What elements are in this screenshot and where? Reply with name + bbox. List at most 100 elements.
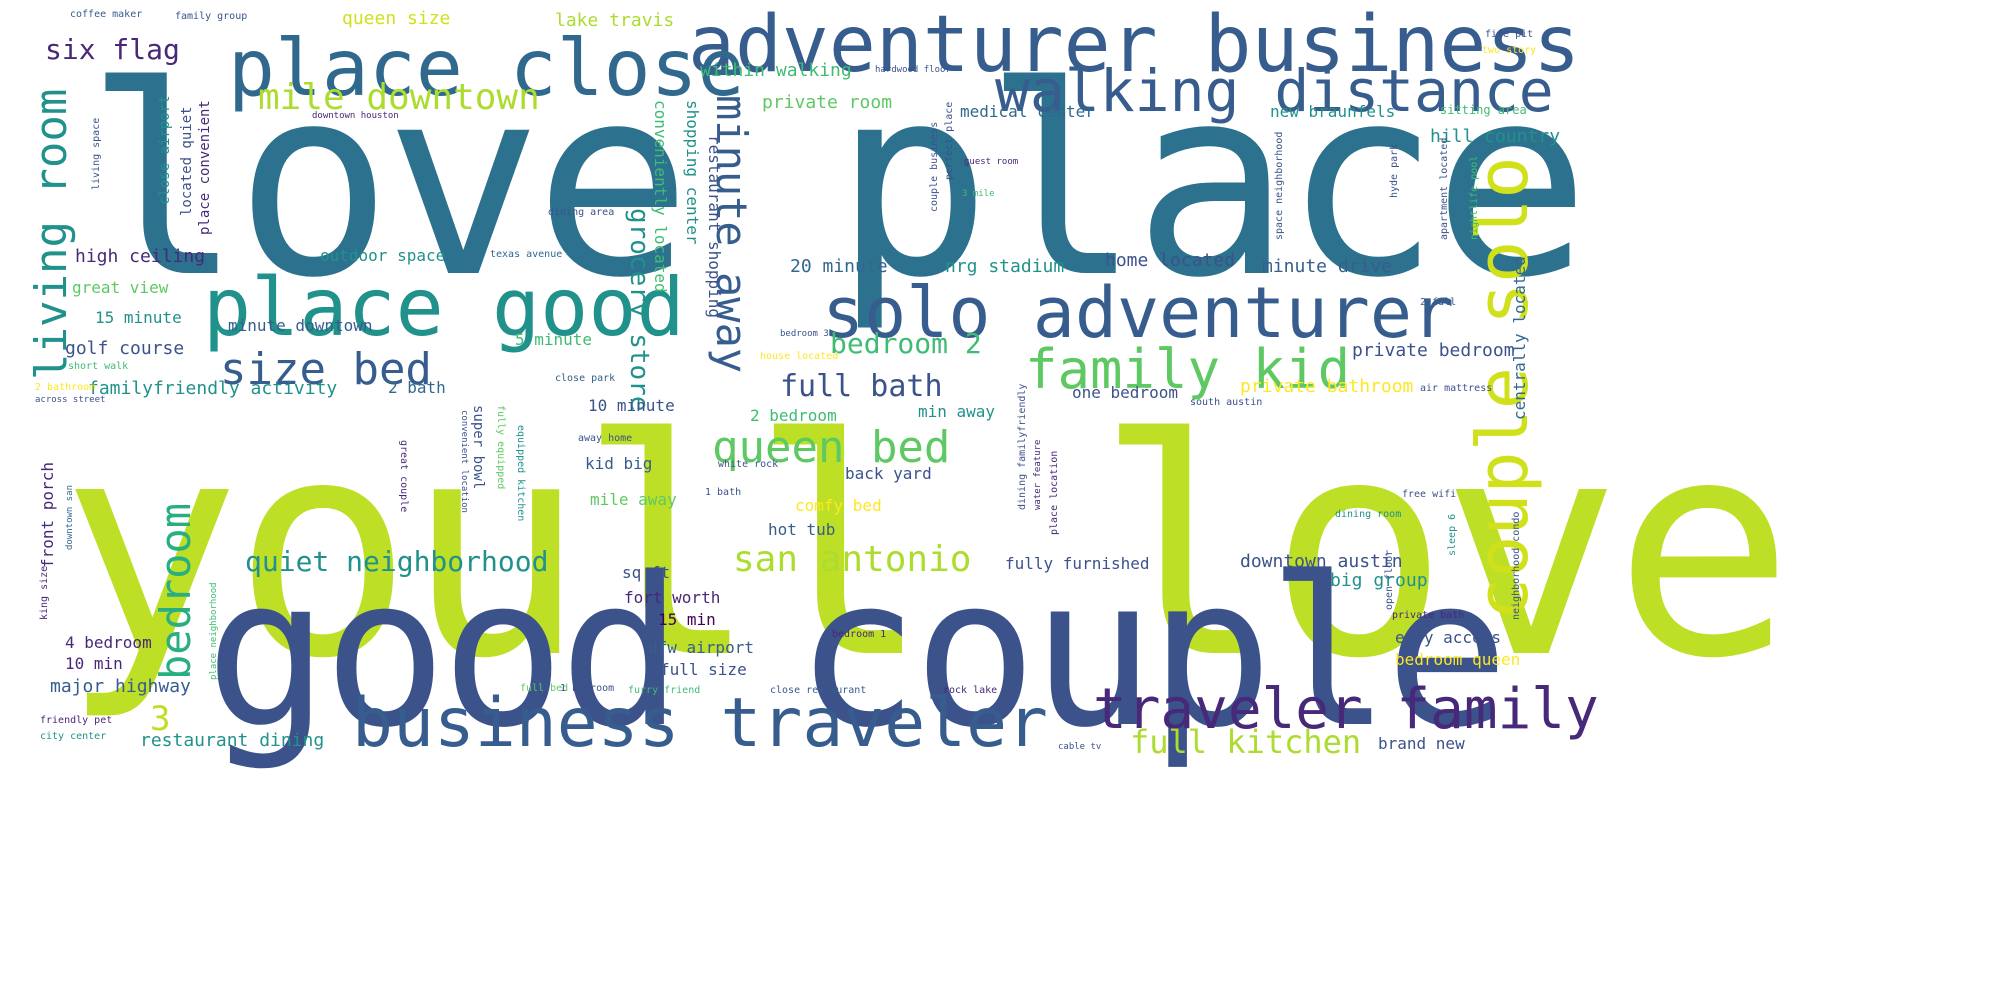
word-located-quiet: located quiet xyxy=(179,106,195,216)
word-quiet-neighborhood: quiet neighborhood xyxy=(245,545,549,578)
word-water-feature: water feature xyxy=(1033,439,1043,510)
word-fire-pit: fire pit xyxy=(1485,29,1534,40)
word-private-bedroom: private bedroom xyxy=(1352,340,1515,361)
word-size-bed: size bed xyxy=(220,344,432,395)
word-private-bathroom: private bathroom xyxy=(1240,376,1414,397)
word-dining-room: dining room xyxy=(1335,509,1402,520)
word-dfw-airport: dfw airport xyxy=(648,638,754,657)
word-free-wifi: free wifi xyxy=(1402,489,1457,500)
word-love-place: love place xyxy=(85,30,1590,335)
word-texas-avenue: texas avenue xyxy=(490,249,563,260)
word-fully-furnished: fully furnished xyxy=(1005,554,1150,573)
word-conveniently-located: conveniently located xyxy=(651,100,670,293)
word-twenty-minute: 20 minute xyxy=(790,256,888,277)
word-home-located: home located xyxy=(1105,250,1236,271)
word-equipped-kitchen: equipped kitchen xyxy=(515,425,526,522)
word-house-located: house located xyxy=(760,351,839,362)
word-friendly-pet: friendly pet xyxy=(40,715,113,726)
word-youll-love: youll love xyxy=(60,375,1794,724)
word-one-bedroom-num: 1 bedroom xyxy=(560,683,615,694)
word-bedroom-2: bedroom 2 xyxy=(830,327,982,360)
word-two-story: two story xyxy=(1482,45,1537,56)
word-away-home: away home xyxy=(578,433,633,444)
word-business-traveler: business traveler xyxy=(352,684,1048,763)
word-convenient-location: convenient location xyxy=(459,410,469,513)
word-three: 3 xyxy=(150,699,171,739)
word-outdoor-space: outdoor space xyxy=(320,246,446,265)
word-city-center: city center xyxy=(40,731,107,742)
word-queen-bed: queen bed xyxy=(712,422,951,473)
word-restaurant-shopping: restaurant shopping xyxy=(705,135,724,319)
word-air-mattress: air mattress xyxy=(1420,383,1493,394)
word-super-bowl: super bowl xyxy=(470,405,486,490)
word-brand-new: brand new xyxy=(1378,734,1465,753)
word-rock-lake: rock lake xyxy=(943,685,998,696)
word-fully-equipped: fully equipped xyxy=(495,405,506,490)
word-downtown-houston: downtown houston xyxy=(312,111,399,121)
word-traveler-family: traveler family xyxy=(1093,677,1599,742)
word-minute-downtown: minute downtown xyxy=(228,316,373,335)
word-close-airport: close airport xyxy=(157,95,173,205)
word-sleep-six: sleep 6 xyxy=(1447,513,1458,556)
word-full-size: full size xyxy=(660,660,747,679)
word-full-bed: full bed xyxy=(520,683,569,694)
word-close-park: close park xyxy=(555,373,616,384)
word-front-porch: front porch xyxy=(38,462,57,568)
word-bedroom-3: bedroom 3 xyxy=(780,329,829,339)
word-furry-friend: furry friend xyxy=(628,685,701,696)
word-king-size: king size xyxy=(39,565,50,620)
word-open-floor: open floor xyxy=(1384,549,1395,610)
word-close-restaurant: close restaurant xyxy=(770,685,867,696)
word-downtown-san: downtown san xyxy=(65,484,75,550)
word-hot-tub: hot tub xyxy=(768,520,836,539)
word-min-away: min away xyxy=(918,402,996,421)
word-living-room: living room xyxy=(26,88,77,380)
word-new-braunfels: new braunfels xyxy=(1270,102,1396,121)
word-good-couple: good couple xyxy=(205,533,1509,773)
word-great-view: great view xyxy=(72,278,169,297)
word-fort-worth: fort worth xyxy=(624,588,721,607)
word-major-highway: major highway xyxy=(50,676,191,697)
word-place-close: place close xyxy=(228,24,745,114)
word-solo-adventurer: solo adventurer xyxy=(822,272,1455,354)
word-medical-center: medical center xyxy=(960,102,1095,121)
word-family-group: family group xyxy=(175,11,248,22)
word-hill-country: hill country xyxy=(1430,126,1561,147)
word-restaurant-dining: restaurant dining xyxy=(140,730,325,751)
word-centrally-located: centrally located xyxy=(1510,256,1529,420)
word-nrg-stadium: nrg stadium xyxy=(945,256,1065,277)
word-guest-room: guest room xyxy=(964,157,1019,167)
word-hyde-park: hyde park xyxy=(1389,143,1400,198)
word-one-bedroom: one bedroom xyxy=(1072,383,1178,402)
word-ten-minute: 10 minute xyxy=(588,396,675,415)
word-sitting-area: sitting area xyxy=(1440,103,1527,117)
word-across-street: across street xyxy=(35,395,106,405)
word-coffee-maker: coffee maker xyxy=(70,9,143,20)
word-back-yard: back yard xyxy=(845,464,932,483)
word-place-neighborhood: place neighborhood xyxy=(209,582,219,680)
word-family-kid: family kid xyxy=(1025,338,1351,401)
word-ten-min: 10 min xyxy=(65,654,123,673)
word-cable-tv: cable tv xyxy=(1058,742,1102,752)
word-lake-travis: lake travis xyxy=(555,10,675,31)
word-two-bath: 2 bath xyxy=(388,378,446,397)
word-great-couple: great couple xyxy=(398,440,409,513)
word-five-minute: 5 minute xyxy=(515,330,593,349)
word-bedroom: bedroom xyxy=(151,502,200,680)
word-bedroom-queen: bedroom queen xyxy=(1395,650,1521,669)
word-full-bath: full bath xyxy=(780,369,943,404)
word-grocery-store: grocery store xyxy=(624,208,654,412)
word-three-mile: 3 mile xyxy=(962,189,995,199)
word-walking-distance: walking distance xyxy=(995,57,1554,125)
word-private-room: private room xyxy=(762,92,893,113)
word-short-walk: short walk xyxy=(68,361,129,372)
word-downtown-austin: downtown austin xyxy=(1240,551,1403,572)
word-nightlife-pool: nightlife pool xyxy=(1469,155,1480,240)
word-fifteen-minute: 15 minute xyxy=(95,308,182,327)
word-couple-business: couple business xyxy=(929,121,940,212)
word-high-ceiling: high ceiling xyxy=(75,246,206,267)
word-bedroom-1: bedroom 1 xyxy=(832,629,887,640)
word-hardwood-floor: hardwood floor xyxy=(875,65,951,75)
word-dining-family: dining familyfriendly xyxy=(1017,383,1028,510)
word-white-rock: white rock xyxy=(718,459,779,470)
